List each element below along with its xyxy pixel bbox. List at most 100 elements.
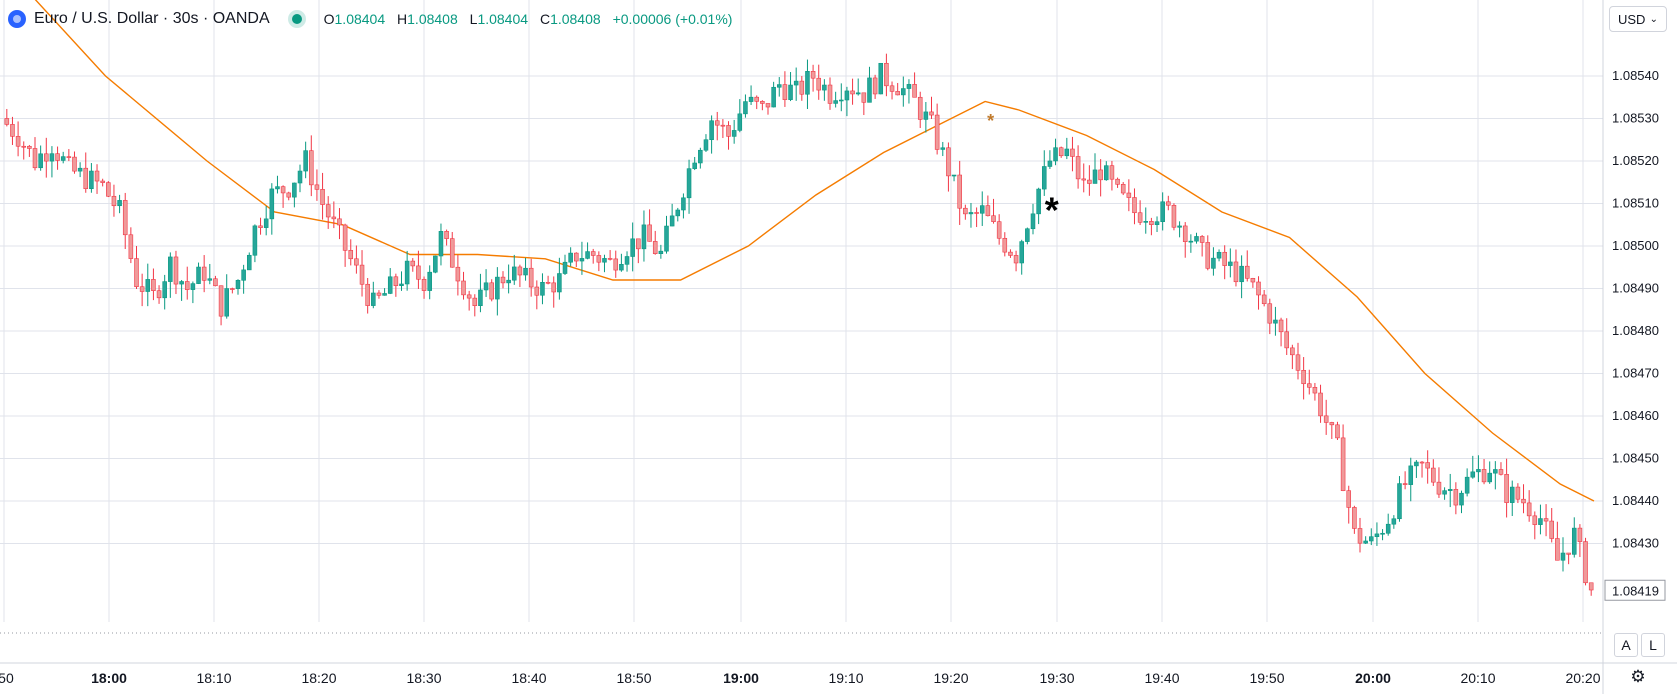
candle-body (297, 170, 303, 184)
candle-body (839, 99, 844, 102)
candle-body (867, 77, 872, 103)
candle-body (139, 286, 145, 292)
y-tick-label: 1.08470 (1612, 366, 1659, 381)
candle-body (528, 267, 534, 288)
candle-body (872, 77, 878, 95)
candle-body (923, 111, 929, 120)
gear-icon[interactable]: ⚙ (1630, 667, 1646, 686)
candle-body (1025, 228, 1030, 242)
candle-body (669, 215, 675, 227)
candle-body (540, 281, 545, 296)
candle-body (1126, 192, 1132, 198)
y-tick-label: 1.08530 (1612, 111, 1659, 126)
candle-body (416, 265, 421, 280)
candle-body (489, 282, 494, 300)
candle-body (1166, 201, 1171, 206)
candle-body (799, 80, 805, 95)
candle-body (979, 205, 985, 214)
candle-body (393, 276, 399, 286)
candle-body (805, 71, 810, 95)
candle-body (850, 90, 855, 95)
close-label: C (539, 11, 551, 27)
candle-body (275, 186, 280, 190)
log-scale-button[interactable]: L (1641, 633, 1665, 657)
candle-body (511, 266, 517, 281)
y-tick-label: 1.08540 (1612, 68, 1659, 83)
candle-body (1391, 518, 1397, 525)
candle-body (1177, 225, 1182, 228)
candle-body (985, 205, 991, 217)
candle-body (100, 180, 105, 183)
candle-body (122, 200, 128, 236)
candle-body (382, 293, 387, 296)
x-tick-label: 18:00 (91, 670, 127, 686)
candle-body (692, 162, 697, 169)
candle-body (1538, 518, 1543, 525)
candle-body (1222, 251, 1227, 266)
y-tick-label: 1.08430 (1612, 536, 1659, 551)
candle-body (1340, 437, 1346, 491)
chevron-down-icon: ⌄ (1649, 13, 1658, 25)
candle-body (1216, 251, 1222, 259)
candle-body (269, 188, 275, 220)
candle-body (1408, 465, 1414, 485)
candle-body (861, 92, 867, 103)
x-tick-label: 20:20 (1565, 670, 1600, 686)
candle-body (748, 96, 754, 102)
candle-body (1104, 165, 1109, 181)
candle-body (1306, 383, 1312, 388)
candle-body (1509, 486, 1515, 503)
low-label: L (469, 11, 478, 27)
candle-body (1098, 169, 1103, 181)
candle-body (1318, 392, 1323, 417)
candle-body (1369, 536, 1374, 542)
candle-body (66, 156, 72, 158)
candle-body (833, 100, 838, 104)
candle-body (760, 101, 765, 104)
candle-body (4, 118, 10, 125)
candle-body (1588, 582, 1594, 591)
candle-body (1013, 255, 1019, 264)
candle-body (218, 285, 224, 317)
candle-body (596, 255, 602, 263)
candle-body (1487, 472, 1492, 483)
auto-scale-button[interactable]: A (1614, 633, 1638, 657)
candle-body (545, 281, 551, 284)
candle-body (111, 195, 117, 207)
candle-body (1256, 281, 1261, 296)
candle-body (1120, 184, 1126, 194)
candle-body (1092, 169, 1098, 184)
candle-body (365, 283, 370, 306)
symbol-title[interactable]: Euro / U.S. Dollar · 30s · OANDA (34, 10, 270, 27)
y-tick-label: 1.08510 (1612, 196, 1659, 211)
candle-body (1346, 490, 1352, 508)
candle-body (387, 276, 393, 294)
candle-body (331, 216, 337, 220)
candle-body (1402, 483, 1408, 485)
candle-body (630, 238, 635, 257)
market-status-icon[interactable] (291, 14, 302, 24)
candle-body (822, 84, 827, 91)
candle-body (1577, 527, 1583, 542)
candle-body (410, 260, 416, 267)
low-value: 1.08404 (477, 11, 529, 27)
currency-selector[interactable]: USD ⌄ (1609, 6, 1667, 32)
x-tick-label: 19:00 (723, 670, 759, 686)
candle-body (1194, 236, 1199, 242)
candle-body (827, 84, 833, 104)
x-tick-label: :50 (0, 670, 14, 686)
candle-body (376, 292, 382, 296)
candle-body (743, 101, 748, 115)
candle-body (1284, 331, 1289, 349)
candle-body (934, 114, 940, 150)
candle-body (1290, 347, 1295, 356)
candle-body (878, 62, 884, 95)
candle-body (1312, 386, 1318, 394)
candle-body (929, 111, 934, 116)
candle-body (404, 260, 410, 285)
y-tick-label: 1.08460 (1612, 408, 1659, 423)
last-price-label: 1.08419 (1612, 583, 1659, 598)
candle-body (1261, 294, 1267, 305)
candle-body (652, 241, 658, 254)
